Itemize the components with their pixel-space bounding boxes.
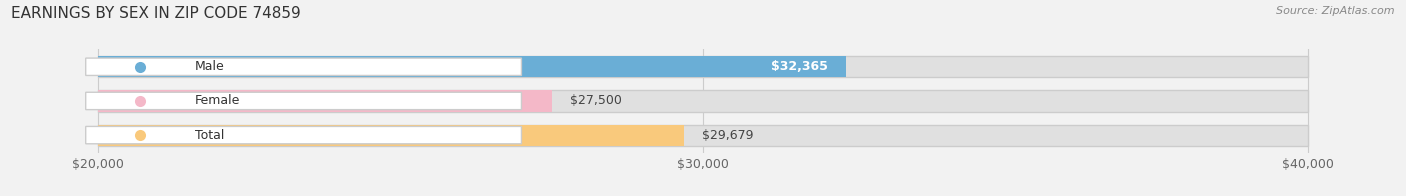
Bar: [98, 56, 1308, 77]
Text: $29,679: $29,679: [702, 129, 754, 142]
Text: Total: Total: [194, 129, 224, 142]
FancyBboxPatch shape: [86, 58, 522, 75]
Bar: [98, 90, 551, 112]
Bar: [98, 124, 1308, 146]
Text: EARNINGS BY SEX IN ZIP CODE 74859: EARNINGS BY SEX IN ZIP CODE 74859: [11, 6, 301, 21]
Text: Source: ZipAtlas.com: Source: ZipAtlas.com: [1277, 6, 1395, 16]
Text: Male: Male: [194, 60, 225, 73]
Text: $32,365: $32,365: [770, 60, 828, 73]
Text: $27,500: $27,500: [569, 94, 621, 107]
FancyBboxPatch shape: [86, 92, 522, 110]
FancyBboxPatch shape: [86, 126, 522, 144]
Bar: [98, 56, 846, 77]
Bar: [98, 124, 683, 146]
Bar: [98, 90, 1308, 112]
Text: Female: Female: [194, 94, 240, 107]
